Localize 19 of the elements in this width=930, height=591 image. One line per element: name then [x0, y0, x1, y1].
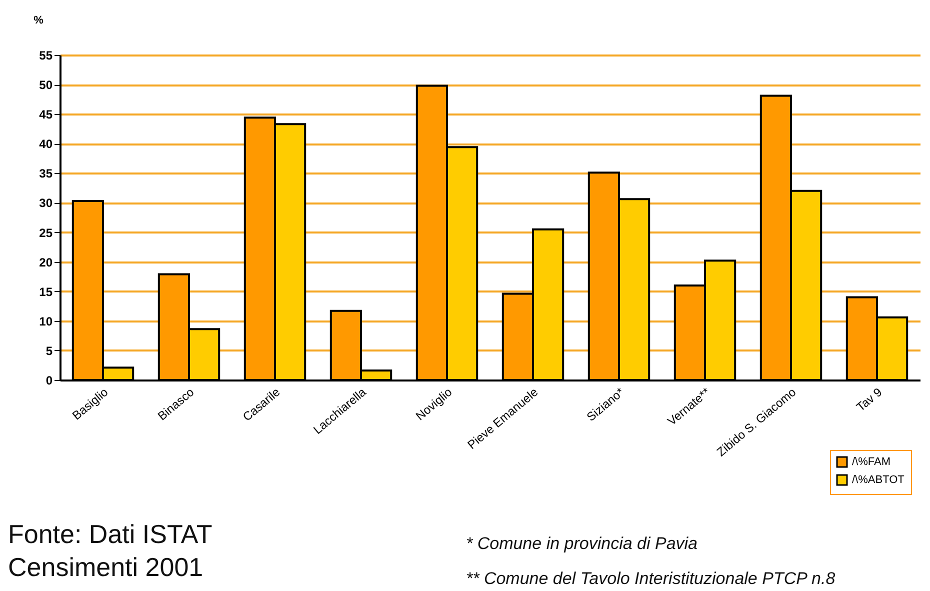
y-tick-label: 25: [39, 226, 53, 240]
y-tick-label: 30: [39, 196, 53, 210]
y-tick-label: 10: [39, 314, 53, 328]
source-note: Fonte: Dati ISTAT Censimenti 2001: [8, 518, 212, 583]
y-tick-label: 5: [46, 344, 53, 358]
x-tick-label: Tav 9: [854, 384, 885, 414]
y-axis-title: %: [34, 14, 44, 26]
y-tick-label: 15: [39, 284, 53, 299]
legend-label: /\%ABTOT: [852, 474, 905, 486]
y-tick-label: 35: [39, 166, 53, 181]
text: * Comune in provincia di Pavia: [466, 533, 698, 554]
y-tick-label: 55: [39, 48, 53, 62]
legend-label: /\%FAM: [852, 456, 891, 468]
y-tick-label: 50: [39, 78, 53, 92]
y-tick-label: 0: [46, 374, 53, 388]
y-tick-label: 40: [39, 137, 53, 152]
text: ** Comune del Tavolo Interistituzionale PTCP n.8: [466, 568, 836, 590]
y-tick-label: 20: [39, 255, 53, 270]
y-tick-label: 45: [39, 108, 53, 122]
